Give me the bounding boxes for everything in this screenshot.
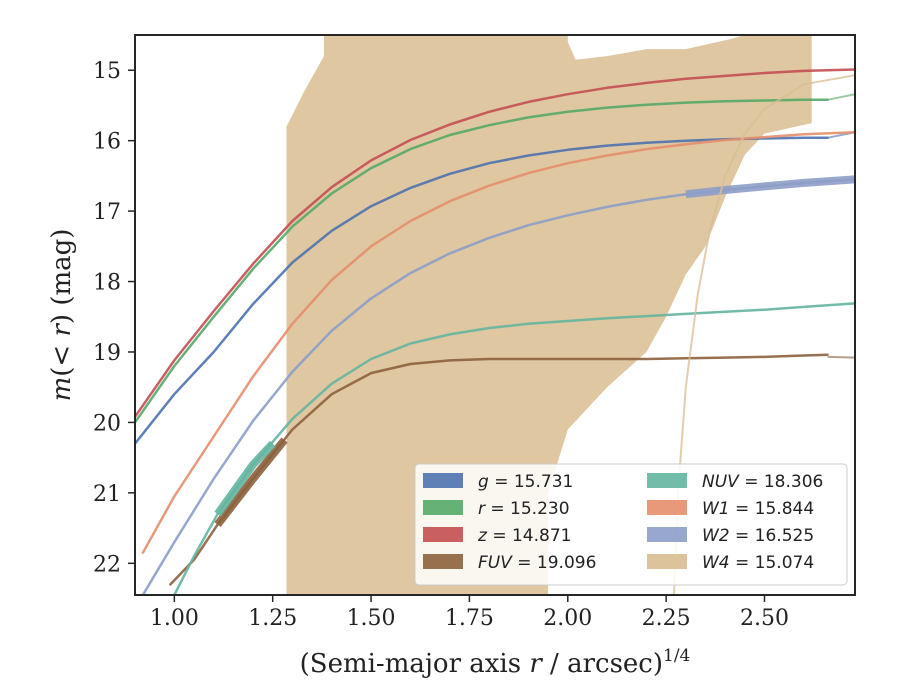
plot-frame [134, 34, 856, 596]
series-extension-r [827, 93, 855, 101]
series-line-r [135, 98, 829, 424]
legend-swatch-w2 [647, 527, 687, 542]
x-tick-label: 1.00 [150, 606, 199, 631]
series-uncertainty-w2 [685, 175, 855, 199]
x-axis-label: (Semi-major axis r / arcsec)1/4 [300, 646, 691, 679]
series-uncertainty-nuv [214, 440, 276, 517]
series-line-z [135, 68, 855, 419]
y-tick-label: 21 [93, 482, 121, 507]
y-tick-label: 15 [93, 59, 121, 84]
x-axis-ticks: 1.00 1.25 1.50 1.75 2.00 2.25 2.50 [150, 595, 789, 631]
legend-swatch-w1 [647, 500, 687, 515]
y-axis-ticks: 15 16 17 18 19 20 21 22 [93, 59, 135, 577]
legend-swatch-fuv [423, 554, 463, 569]
series-extension-fuv [827, 355, 855, 359]
legend-label-z: z = 14.871 [477, 526, 571, 546]
series-line-w1 [141, 130, 855, 554]
legend-label-w2: W2 = 16.525 [702, 526, 814, 546]
y-tick-label: 18 [93, 271, 121, 296]
legend-label-w1: W1 = 15.844 [702, 499, 814, 519]
x-tick-label: 1.25 [248, 606, 297, 631]
legend-label-g: g = 15.731 [478, 472, 573, 492]
legend-swatch-z [423, 527, 463, 542]
x-tick-label: 2.00 [543, 606, 592, 631]
y-tick-label: 22 [93, 552, 121, 577]
legend-swatch-r [423, 500, 463, 515]
x-tick-label: 1.75 [445, 606, 494, 631]
legend-swatch-g [423, 473, 463, 488]
y-tick-label: 16 [93, 130, 121, 155]
legend: g = 15.731 r = 15.230 z = 14.871 FUV = 19.0… [414, 463, 848, 586]
legend-swatch-w4 [647, 554, 687, 569]
y-tick-label: 20 [93, 411, 121, 436]
series-line-w4 [673, 74, 855, 595]
y-tick-label: 19 [93, 341, 121, 366]
series-uncertainty-fuv [214, 437, 288, 528]
y-axis-label: m(< r) (mag) [47, 229, 77, 402]
x-tick-label: 2.50 [740, 606, 789, 631]
w4-band [286, 35, 812, 595]
w4-uncertainty-band-layer [286, 35, 812, 595]
x-tick-label: 1.50 [347, 606, 396, 631]
legend-label-r: r = 15.230 [478, 499, 570, 519]
legend-swatch-nuv [647, 473, 687, 488]
x-tick-label: 2.25 [642, 606, 691, 631]
series-lines-layer [135, 68, 855, 595]
legend-label-w4: W4 = 15.074 [702, 553, 814, 573]
y-tick-label: 17 [93, 200, 121, 225]
legend-box [414, 463, 848, 586]
legend-label-nuv: NUV = 18.306 [702, 472, 823, 492]
legend-label-fuv: FUV = 19.096 [478, 553, 596, 573]
